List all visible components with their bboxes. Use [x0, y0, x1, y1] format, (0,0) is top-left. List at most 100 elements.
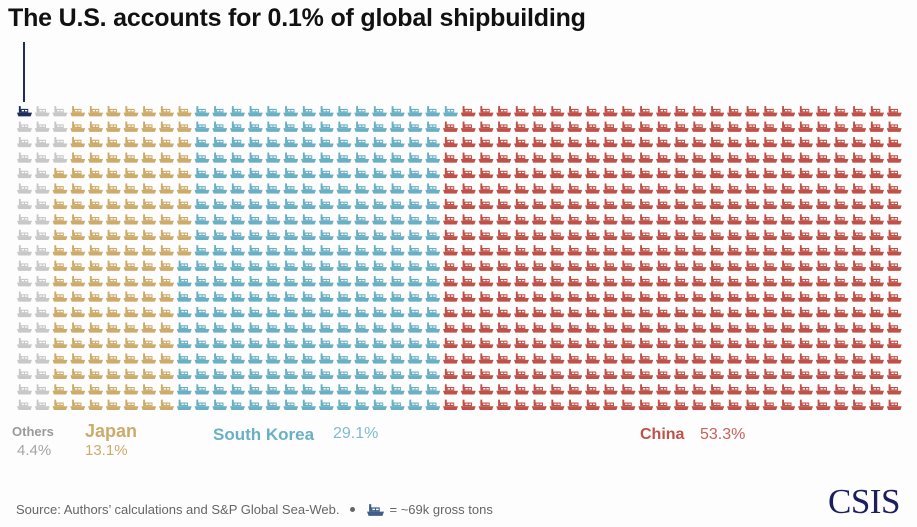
ship-icon-japan: [141, 152, 157, 163]
ship-icon-south-korea: [407, 353, 423, 364]
ship-icon-china: [798, 260, 813, 271]
ship-icon-south-korea: [407, 245, 423, 256]
ship-icon-south-korea: [301, 167, 316, 179]
ship-icon-japan: [70, 106, 86, 117]
ship-icon-china: [798, 136, 813, 148]
ship-icon-china: [549, 183, 565, 194]
legend-label-south-korea: South Korea: [213, 425, 315, 444]
ship-icon-others: [17, 260, 32, 271]
ship-icon-china: [798, 384, 813, 395]
ship-icon-china: [585, 353, 600, 364]
ship-icon-others: [17, 399, 32, 410]
ship-icon-japan: [88, 152, 103, 163]
ship-icon-south-korea: [318, 106, 334, 117]
ship-icon-china: [762, 121, 778, 132]
ship-icon-japan: [123, 183, 139, 194]
ship-icon-japan: [141, 121, 157, 132]
ship-icon-china: [585, 183, 600, 194]
ship-icon-china: [833, 306, 849, 318]
ship-icon-china: [762, 167, 778, 179]
ship-icon-china: [460, 183, 476, 194]
ship-icon-japan: [88, 322, 103, 333]
ship-icon-japan: [105, 260, 121, 271]
ship-icon-china: [869, 198, 884, 210]
ship-icon-china: [815, 276, 831, 287]
ship-icon-china: [638, 260, 654, 271]
ship-icon-china: [638, 245, 654, 256]
ship-icon-south-korea: [194, 106, 210, 117]
ship-icon-china: [744, 198, 760, 210]
footer: Source: Authors’ calculations and S&P Gl…: [16, 502, 493, 517]
ship-icon-china: [620, 276, 636, 287]
ship-icon-china: [620, 167, 636, 179]
ship-icon-japan: [105, 167, 121, 179]
ship-icon-japan: [88, 245, 103, 256]
ship-icon-china: [780, 337, 796, 349]
ship-icon-china: [762, 306, 778, 318]
ship-icon-others: [17, 136, 32, 148]
ship-icon-china: [869, 183, 884, 194]
ship-icon-japan: [159, 276, 174, 287]
ship-icon-china: [638, 214, 654, 225]
ship-icon-china: [691, 260, 707, 271]
ship-icon-south-korea: [212, 260, 228, 271]
ship-icon-china: [727, 198, 742, 210]
ship-icon-south-korea: [176, 384, 192, 395]
ship-icon-china: [851, 384, 867, 395]
ship-icon-china: [815, 384, 831, 395]
ship-icon-china: [709, 322, 725, 333]
ship-icon-south-korea: [247, 198, 263, 210]
ship-icon-south-korea: [301, 121, 316, 132]
ship-icon-japan: [105, 384, 121, 395]
ship-icon-south-korea: [265, 121, 281, 132]
ship-icon-japan: [176, 167, 192, 179]
ship-icon-japan: [88, 167, 103, 179]
ship-icon-china: [460, 276, 476, 287]
ship-icon-china: [478, 136, 494, 148]
ship-icon-south-korea: [301, 276, 316, 287]
ship-icon-south-korea: [372, 106, 387, 117]
ship-icon-china: [744, 291, 760, 302]
ship-icon-japan: [105, 306, 121, 318]
ship-icon-japan: [105, 214, 121, 225]
ship-icon-south-korea: [389, 260, 405, 271]
ship-icon-china: [673, 399, 689, 410]
ship-icon-china: [638, 229, 654, 241]
ship-icon-china: [869, 337, 884, 349]
ship-icon-south-korea: [301, 353, 316, 364]
ship-icon-south-korea: [354, 291, 370, 302]
ship-icon-china: [567, 353, 583, 364]
ship-icon-japan: [70, 306, 86, 318]
ship-icon-south-korea: [389, 106, 405, 117]
ship-icon-china: [443, 306, 458, 318]
ship-icon-japan: [141, 368, 157, 380]
ship-icon-south-korea: [336, 229, 352, 241]
ship-icon-south-korea: [425, 353, 441, 364]
ship-icon-china: [815, 121, 831, 132]
ship-icon-japan: [141, 214, 157, 225]
ship-icon-others: [34, 121, 50, 132]
ship-icon-japan: [141, 291, 157, 302]
ship-icon-south-korea: [212, 322, 228, 333]
ship-icon-japan: [141, 353, 157, 364]
ship-icon-china: [478, 106, 494, 117]
ship-icon-south-korea: [425, 368, 441, 380]
ship-icon-china: [709, 276, 725, 287]
ship-icon-china: [744, 214, 760, 225]
ship-icon-others: [34, 291, 50, 302]
ship-icon-china: [567, 183, 583, 194]
ship-icon-china: [727, 106, 742, 117]
ship-icon-china: [886, 229, 902, 241]
ship-icon-china: [602, 399, 618, 410]
ship-icon-china: [656, 384, 671, 395]
ship-icon-japan: [141, 399, 157, 410]
ship-icon-south-korea: [230, 306, 245, 318]
ship-icon-japan: [123, 337, 139, 349]
ship-icon-japan: [52, 399, 68, 410]
ship-icon-japan: [159, 245, 174, 256]
ship-icon-south-korea: [372, 306, 387, 318]
ship-icon-south-korea: [283, 322, 299, 333]
ship-icon-china: [514, 368, 529, 380]
ship-icon-china: [851, 399, 867, 410]
ship-icon-china: [886, 384, 902, 395]
